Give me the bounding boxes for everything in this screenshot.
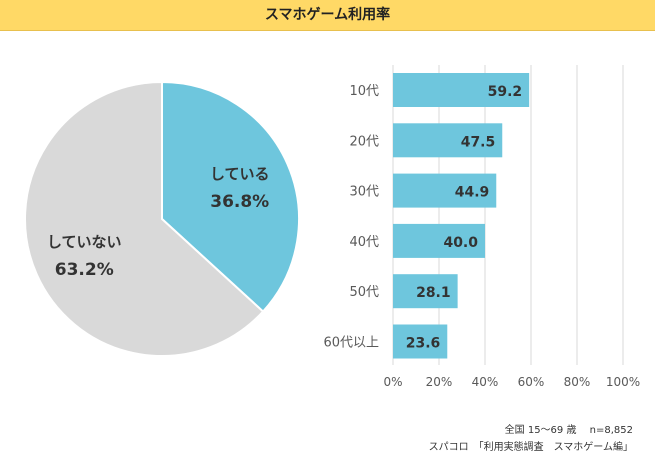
chart-header: スマホゲーム利用率 [0,0,655,31]
bar-chart: 0% 20% 40% 60% 80% 100% 10代 59.2 20代 47.5 30代 44.9 4… [323,65,640,389]
bar-0 [393,73,530,107]
x-tick-label-3: 60% [518,375,545,389]
category-label-0: 10代 [349,84,379,99]
source-note: 全国 15～69 歳 n=8,852 スパコロ 「利用実態調査 スマホゲーム編」 [429,422,633,456]
x-tick-label-5: 100% [606,375,640,389]
source-citation: スパコロ 「利用実態調査 スマホゲーム編」 [428,442,633,453]
bar-value-label-3: 40.0 [443,235,478,251]
bar-value-label-2: 44.9 [455,185,490,201]
x-tick-label-2: 40% [472,375,499,389]
category-label-5: 60代以上 [323,336,379,351]
pie-slice-value-1: 63.2% [55,260,114,280]
sample-note: 全国 15～69 歳 n=8,852 [504,425,633,436]
pie-chart: している 36.8% していない 63.2% [24,80,300,357]
pie-slice-label-0: している [210,165,270,183]
pie-slice-1 [24,80,265,357]
bar-3 [393,223,485,258]
bar-value-label-5: 23.6 [406,336,441,352]
bar-value-label-1: 47.5 [461,134,496,150]
pie-slice-value-0: 36.8% [210,192,269,212]
category-label-3: 40代 [349,235,379,250]
bar-2 [393,173,497,208]
category-label-4: 50代 [349,285,379,300]
category-label-1: 20代 [349,134,379,149]
x-tick-label-4: 80% [564,375,591,389]
chart-title: スマホゲーム利用率 [264,7,391,23]
bar-value-label-4: 28.1 [416,285,451,301]
bar-1 [393,123,503,158]
bar-4 [393,274,458,309]
x-tick-label-0: 0% [383,375,402,389]
bar-value-label-0: 59.2 [488,84,523,100]
pie-slice-0 [161,80,300,313]
pie-slice-label-1: していない [47,233,122,251]
x-tick-label-1: 20% [426,375,453,389]
category-label-2: 30代 [349,185,379,200]
bar-5 [393,324,448,359]
